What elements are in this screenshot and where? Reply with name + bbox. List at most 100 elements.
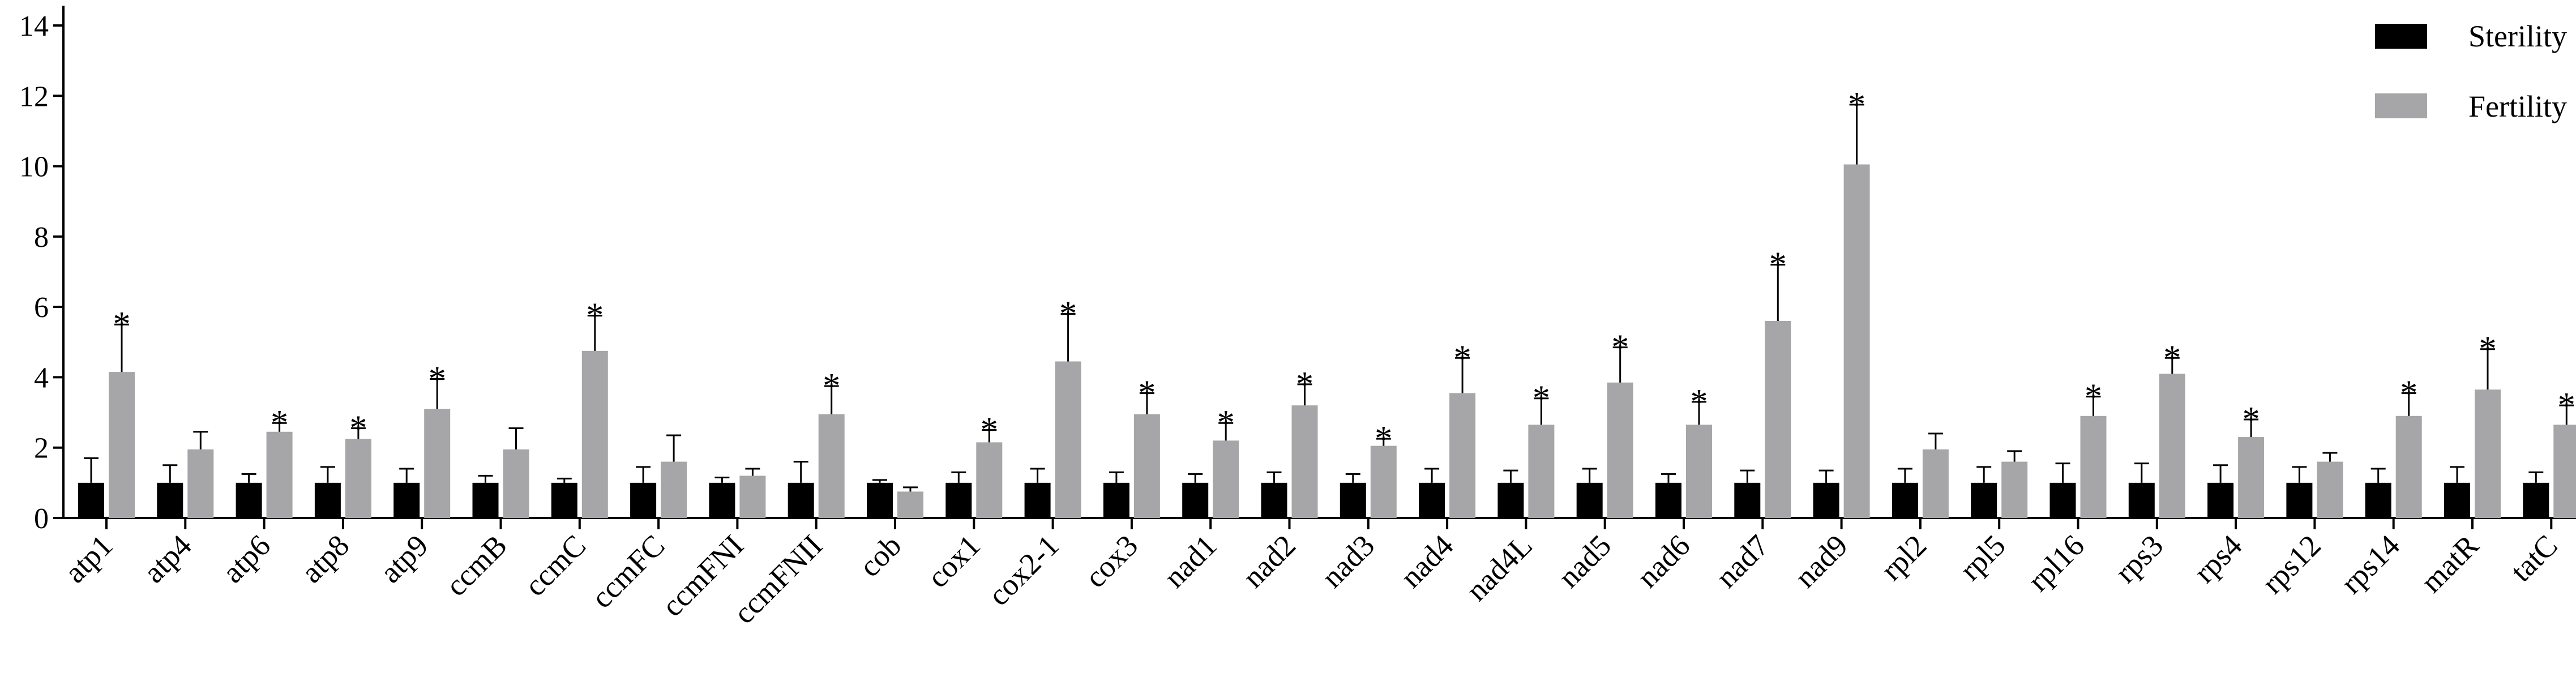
bar-fertility: [897, 491, 923, 518]
bar-sterility: [1340, 482, 1366, 518]
bar-fertility: [503, 449, 529, 518]
bar-fertility: [739, 476, 766, 518]
significance-marker: *: [1454, 339, 1471, 377]
bar-sterility: [630, 482, 657, 518]
bar-fertility: [1607, 382, 1633, 518]
bar-fertility: [1055, 361, 1081, 518]
bar-sterility: [788, 482, 814, 518]
bar-fertility: [266, 431, 293, 518]
significance-marker: *: [981, 411, 998, 449]
bar-fertility: [2475, 389, 2501, 518]
x-tick-label: cob: [853, 528, 908, 584]
bar-sterility: [2128, 482, 2155, 518]
legend: Sterility Fertility: [2375, 19, 2567, 123]
y-tick-label: 8: [34, 221, 49, 254]
bar-sterility: [945, 482, 972, 518]
significance-marker: *: [1375, 419, 1392, 458]
bar-fertility: [2238, 437, 2265, 518]
bar-sterility: [2365, 482, 2391, 518]
bar-fertility: [1370, 446, 1397, 518]
bar-sterility: [1182, 482, 1209, 518]
x-tick-label: nad9: [1788, 528, 1854, 594]
significance-marker: *: [113, 305, 131, 344]
bar-fertility: [581, 350, 608, 518]
x-tick-label: matR: [2414, 528, 2485, 599]
bar-fertility: [2395, 416, 2422, 518]
bar-fertility: [2317, 461, 2343, 518]
x-tick-label: nad6: [1631, 528, 1697, 594]
bar-fertility: [424, 409, 451, 518]
bar-sterility: [2523, 482, 2549, 518]
bar-sterility: [2286, 482, 2313, 518]
x-tick-label: nad3: [1315, 528, 1381, 594]
bar-sterility: [1419, 482, 1445, 518]
x-tick-label: tatC: [2504, 528, 2564, 588]
significance-marker: *: [1217, 404, 1235, 442]
bar-sterility: [2049, 482, 2076, 518]
bar-fertility: [109, 372, 135, 518]
significance-marker: *: [2400, 374, 2417, 412]
significance-marker: *: [1533, 379, 1550, 418]
x-tick-label: rpl2: [1874, 528, 1933, 587]
bar-sterility: [1655, 482, 1681, 518]
bars-group: * * * * * * * * * * * * * * * * * * * * * * * *: [78, 85, 2576, 518]
bar-fertility: [2080, 416, 2107, 518]
bar-fertility: [345, 439, 371, 518]
bar-sterility: [1261, 482, 1287, 518]
bar-fertility: [661, 461, 687, 518]
bar-sterility: [2444, 482, 2470, 518]
x-tick-label: nad2: [1236, 528, 1302, 594]
significance-marker: *: [2479, 330, 2497, 369]
bar-sterility: [709, 482, 735, 518]
x-tick-label: ccmFNII: [727, 528, 829, 630]
y-tick-label: 12: [19, 80, 49, 113]
x-tick-label: rps12: [2256, 528, 2327, 600]
significance-marker: *: [1138, 374, 1156, 412]
y-tick-label: 14: [19, 10, 49, 42]
significance-marker: *: [1848, 85, 1865, 124]
bar-sterility: [472, 482, 499, 518]
bar-fertility: [2001, 461, 2028, 518]
bar-sterility: [1576, 482, 1603, 518]
bar-sterility: [551, 482, 577, 518]
x-tick-label: atp4: [137, 528, 198, 589]
x-tick-label: rps3: [2108, 528, 2170, 589]
legend-label-sterility: Sterility: [2468, 19, 2567, 53]
significance-marker: *: [586, 297, 604, 335]
bar-sterility: [393, 482, 420, 518]
significance-marker: *: [2163, 339, 2181, 377]
x-tick-label: cox3: [1079, 528, 1145, 594]
x-tick-label: nad1: [1157, 528, 1223, 594]
bar-sterility: [1971, 482, 1997, 518]
significance-marker: *: [1059, 295, 1077, 333]
x-tick-label: atp6: [216, 528, 277, 589]
bar-fertility: [1843, 164, 1870, 518]
bar-sterility: [1024, 482, 1051, 518]
significance-marker: *: [1691, 383, 1708, 421]
bar-sterility: [78, 482, 104, 518]
y-tick-label: 4: [34, 362, 49, 394]
bar-sterility: [314, 482, 341, 518]
x-tick-label: atp8: [294, 528, 356, 589]
y-tick-label: 0: [34, 503, 49, 535]
bar-fertility: [1922, 449, 1949, 518]
significance-marker: *: [2085, 378, 2102, 416]
y-tick-label: 10: [19, 151, 49, 183]
y-axis: 0 2 4 6 8 10 12 14: [19, 6, 65, 535]
significance-marker: *: [823, 367, 840, 405]
x-tick-label: rps14: [2334, 528, 2406, 600]
bar-sterility: [157, 482, 183, 518]
bar-sterility: [1103, 482, 1129, 518]
bar-fertility: [2553, 425, 2576, 518]
bar-fertility: [818, 414, 845, 518]
bar-fertility: [1528, 425, 1555, 518]
significance-marker: *: [349, 409, 367, 448]
x-tick-label: atp9: [374, 528, 435, 589]
bar-sterility: [1734, 482, 1761, 518]
bar-sterility: [2207, 482, 2234, 518]
significance-marker: *: [1296, 365, 1313, 404]
bar-fertility: [1449, 393, 1476, 518]
x-tick-label: nad7: [1709, 528, 1775, 594]
x-tick-label: rpl16: [2021, 528, 2091, 598]
significance-marker: *: [2558, 386, 2575, 425]
